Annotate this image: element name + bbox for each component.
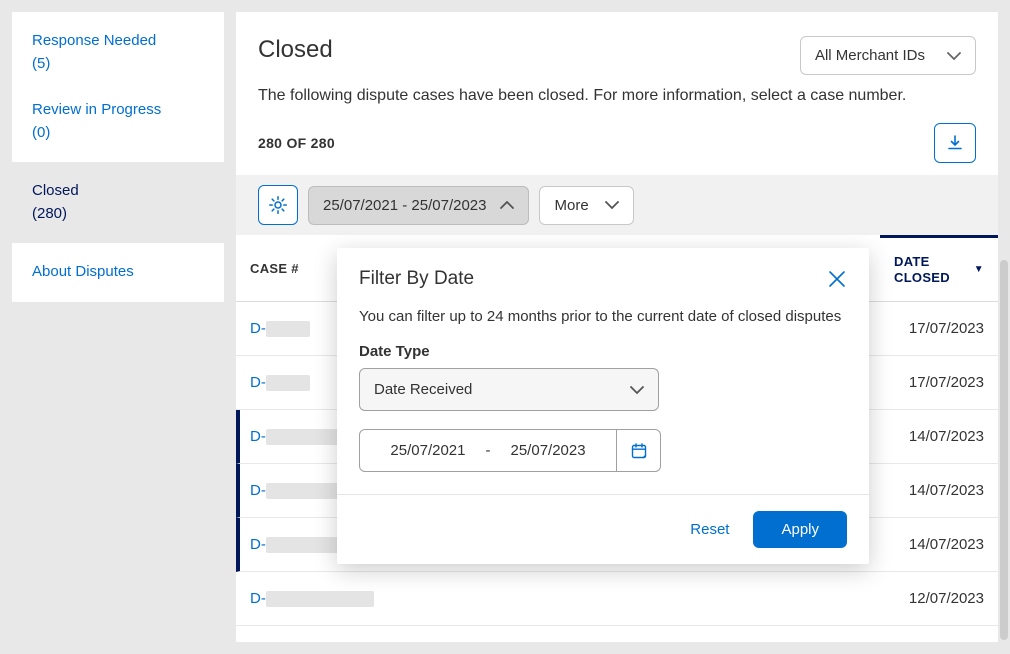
case-id-link[interactable]: D-	[250, 374, 266, 391]
case-id-link[interactable]: D-	[250, 590, 266, 607]
date-end: 25/07/2023	[511, 442, 586, 459]
date-closed-cell: 12/07/2023	[880, 590, 984, 607]
sidebar-card-about: About Disputes	[12, 243, 224, 302]
col-case[interactable]: CASE #	[236, 235, 316, 301]
redacted-text	[266, 591, 374, 607]
sidebar-item-about-disputes[interactable]: About Disputes	[32, 261, 204, 284]
date-type-value: Date Received	[374, 381, 472, 398]
gear-icon	[268, 195, 288, 215]
case-id-link[interactable]: D-	[250, 428, 266, 445]
close-button[interactable]	[827, 269, 847, 289]
date-closed-cell: 14/07/2023	[880, 428, 984, 445]
page-title: Closed	[258, 36, 333, 64]
chevron-up-icon	[500, 201, 514, 209]
date-start: 25/07/2021	[390, 442, 465, 459]
popover-header: Filter By Date	[337, 248, 869, 298]
more-filter-chip[interactable]: More	[539, 186, 633, 225]
sidebar-count: (0)	[32, 122, 204, 145]
sort-desc-icon: ▼	[974, 264, 984, 276]
date-range-label: 25/07/2021 - 25/07/2023	[323, 197, 486, 214]
filter-bar: 25/07/2021 - 25/07/2023 More	[236, 175, 998, 235]
date-type-select[interactable]: Date Received	[359, 368, 659, 411]
sidebar: Response Needed (5) Review in Progress (…	[12, 12, 224, 642]
scrollbar[interactable]	[1000, 260, 1008, 640]
merchant-id-select[interactable]: All Merchant IDs	[800, 36, 976, 75]
date-sep: -	[486, 442, 491, 459]
sidebar-item-closed[interactable]: Closed (280)	[12, 162, 224, 243]
download-button[interactable]	[934, 123, 976, 163]
col-date-closed[interactable]: DATE CLOSED ▼	[880, 235, 998, 301]
meta-row: 280 OF 280	[236, 123, 998, 175]
sidebar-label: Review in Progress	[32, 99, 204, 122]
sidebar-item-response-needed[interactable]: Response Needed (5)	[32, 30, 204, 75]
download-icon	[946, 134, 964, 152]
case-id-link[interactable]: D-	[250, 320, 266, 337]
sidebar-count: (280)	[32, 203, 204, 226]
result-count: 280 OF 280	[258, 135, 335, 151]
chevron-down-icon	[630, 386, 644, 394]
filter-by-date-popover: Filter By Date You can filter up to 24 m…	[337, 248, 869, 564]
case-id-link[interactable]: D-	[250, 536, 266, 553]
date-range-values: 25/07/2021 - 25/07/2023	[360, 430, 616, 471]
more-label: More	[554, 197, 588, 214]
date-closed-cell: 17/07/2023	[880, 320, 984, 337]
sidebar-count: (5)	[32, 53, 204, 76]
table-row[interactable]: D- 12/07/2023	[236, 572, 998, 626]
page-subtitle: The following dispute cases have been cl…	[236, 87, 998, 123]
popover-title: Filter By Date	[359, 268, 474, 290]
popover-footer: Reset Apply	[337, 494, 869, 564]
sidebar-label: Response Needed	[32, 30, 204, 53]
col-date-closed-label: DATE CLOSED	[894, 254, 968, 285]
case-id-cell: D-	[250, 590, 590, 607]
main-header: Closed All Merchant IDs	[236, 12, 998, 87]
sidebar-item-review-progress[interactable]: Review in Progress (0)	[32, 99, 204, 144]
sidebar-label: Closed	[32, 180, 204, 203]
chevron-down-icon	[605, 201, 619, 209]
redacted-text	[266, 375, 310, 391]
calendar-icon	[630, 442, 648, 460]
reset-button[interactable]: Reset	[690, 521, 729, 538]
apply-button[interactable]: Apply	[753, 511, 847, 548]
sidebar-card-statuses: Response Needed (5) Review in Progress (…	[12, 12, 224, 162]
date-range-input[interactable]: 25/07/2021 - 25/07/2023	[359, 429, 661, 472]
date-closed-cell: 14/07/2023	[880, 482, 984, 499]
date-range-filter-chip[interactable]: 25/07/2021 - 25/07/2023	[308, 186, 529, 225]
chevron-down-icon	[947, 52, 961, 60]
settings-button[interactable]	[258, 185, 298, 225]
date-closed-cell: 14/07/2023	[880, 536, 984, 553]
redacted-text	[266, 321, 310, 337]
calendar-button[interactable]	[616, 430, 660, 471]
popover-body: You can filter up to 24 months prior to …	[337, 298, 869, 494]
date-closed-cell: 17/07/2023	[880, 374, 984, 391]
date-type-label: Date Type	[359, 343, 847, 360]
close-icon	[827, 269, 847, 289]
popover-helper-text: You can filter up to 24 months prior to …	[359, 308, 847, 325]
case-id-link[interactable]: D-	[250, 482, 266, 499]
merchant-select-label: All Merchant IDs	[815, 47, 925, 64]
